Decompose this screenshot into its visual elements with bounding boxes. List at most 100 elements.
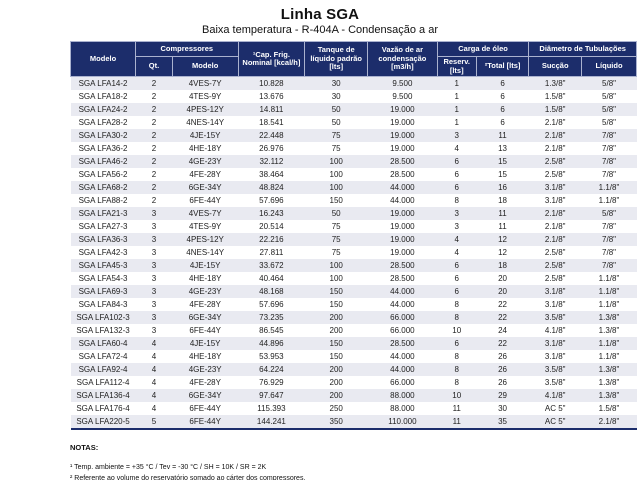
cell-liquido: 1.3/8" <box>598 364 620 374</box>
cell-liquido: 1.3/8" <box>598 390 620 400</box>
cell-succao: 3.1/8" <box>544 351 566 361</box>
cell-cap_frig: 57.696 <box>259 299 284 309</box>
cell-reserv: 10 <box>452 390 462 400</box>
cell-tanque: 350 <box>329 416 343 426</box>
table-row: SGA LFA102-3 3 6GE-34Y 73.235 200 66.000 8 22 3.… <box>70 311 637 325</box>
cell-compressor_modelo: 4HE-18Y <box>188 351 222 361</box>
note-reservoir-volume: ² Referente ao volume do reservatório so… <box>70 475 306 480</box>
cell-qt: 4 <box>151 351 157 361</box>
header-diametro: Diâmetro de Tubulações <box>528 41 637 57</box>
cell-reserv: 1 <box>454 78 459 88</box>
cell-qt: 3 <box>151 299 157 309</box>
cell-tanque: 200 <box>329 390 343 400</box>
table-row: SGA LFA45-3 3 4JE-15Y 33.672 100 28.500 6 18 2.5… <box>70 259 637 273</box>
table-row: SGA LFA56-2 2 4FE-28Y 38.464 100 28.500 6 15 2.5… <box>70 168 637 182</box>
cell-liquido: 5/8" <box>602 91 616 101</box>
cell-modelo: SGA LFA54-3 <box>78 273 128 283</box>
cell-reserv: 6 <box>454 182 459 192</box>
cell-compressor_modelo: 4PES-12Y <box>186 234 224 244</box>
header-compressores: Compressores <box>135 41 239 57</box>
cell-qt: 3 <box>151 312 157 322</box>
cell-qt: 4 <box>151 377 157 387</box>
cell-total: 16 <box>498 182 508 192</box>
cell-modelo: SGA LFA21-3 <box>78 208 128 218</box>
cell-liquido: 1.1/8" <box>598 299 620 309</box>
cell-liquido: 7/8" <box>602 169 616 179</box>
table-row: SGA LFA112-4 4 4FE-28Y 76.929 200 66.000 8 26 3.… <box>70 376 637 390</box>
cell-compressor_modelo: 6GE-34Y <box>188 390 222 400</box>
cell-succao: 3.5/8" <box>544 364 566 374</box>
cell-tanque: 200 <box>329 325 343 335</box>
cell-liquido: 7/8" <box>602 247 616 257</box>
cell-total: 6 <box>500 78 505 88</box>
cell-cap_frig: 44.896 <box>259 338 284 348</box>
cell-liquido: 7/8" <box>602 221 616 231</box>
cell-succao: 2.5/8" <box>544 169 566 179</box>
cell-total: 11 <box>498 208 507 218</box>
cell-tanque: 200 <box>329 312 343 322</box>
cell-compressor_modelo: 4VES-7Y <box>188 208 222 218</box>
cell-modelo: SGA LFA24-2 <box>78 104 128 114</box>
cell-succao: 3.5/8" <box>544 312 566 322</box>
cell-succao: 2.1/8" <box>544 117 566 127</box>
cell-qt: 2 <box>151 182 157 192</box>
table-header-sub-row: Qt. Modelo Reserv. [lts] ²Total [lts] Su… <box>71 55 637 78</box>
header-modelo: Modelo <box>69 40 137 78</box>
cell-total: 15 <box>498 169 508 179</box>
page-subtitle: Baixa temperatura - R-404A - Condensação… <box>201 24 439 36</box>
cell-cap_frig: 76.929 <box>259 377 284 387</box>
cell-succao: 3.1/8" <box>544 338 566 348</box>
cell-succao: 2.1/8" <box>544 130 566 140</box>
cell-compressor_modelo: 6FE-44Y <box>189 195 221 205</box>
cell-tanque: 200 <box>329 377 343 387</box>
cell-qt: 2 <box>151 91 157 101</box>
cell-reserv: 11 <box>452 416 461 426</box>
cell-total: 11 <box>498 130 507 140</box>
spec-table: Modelo Compressores ¹Cap. Frig. Nominal … <box>69 40 637 431</box>
cell-liquido: 1.1/8" <box>598 351 620 361</box>
cell-qt: 4 <box>151 403 157 413</box>
table-row: SGA LFA72-4 4 4HE-18Y 53.953 150 44.000 8 26 3.1… <box>70 350 637 364</box>
cell-reserv: 6 <box>454 260 459 270</box>
cell-cap_frig: 33.672 <box>259 260 284 270</box>
cell-compressor_modelo: 6GE-34Y <box>188 182 222 192</box>
cell-total: 35 <box>498 416 508 426</box>
cell-liquido: 5/8" <box>602 104 616 114</box>
cell-total: 26 <box>498 377 508 387</box>
cell-reserv: 6 <box>454 169 459 179</box>
cell-cap_frig: 57.696 <box>259 195 284 205</box>
header-reserv: Reserv. [lts] <box>436 55 477 78</box>
cell-modelo: SGA LFA42-3 <box>78 247 128 257</box>
table-row: SGA LFA84-3 3 4FE-28Y 57.696 150 44.000 8 22 3.1… <box>70 298 637 312</box>
cell-vazao: 19.000 <box>390 117 415 127</box>
cell-tanque: 100 <box>329 156 343 166</box>
cell-tanque: 150 <box>329 338 343 348</box>
cell-cap_frig: 10.828 <box>259 78 284 88</box>
cell-cap_frig: 73.235 <box>259 312 284 322</box>
cell-liquido: 1.3/8" <box>598 377 620 387</box>
cell-vazao: 28.500 <box>390 273 415 283</box>
cell-modelo: SGA LFA68-2 <box>78 182 128 192</box>
cell-vazao: 19.000 <box>390 221 415 231</box>
cell-modelo: SGA LFA36-3 <box>78 234 128 244</box>
table-row: SGA LFA69-3 3 4GE-23Y 48.168 150 44.000 6 20 3.1… <box>70 285 637 299</box>
notes-section: NOTAS: ¹ Temp. ambiente = +35 °C / Tev =… <box>70 443 640 480</box>
cell-vazao: 9.500 <box>392 78 413 88</box>
cell-tanque: 50 <box>331 117 341 127</box>
cell-cap_frig: 20.514 <box>259 221 284 231</box>
cell-modelo: SGA LFA45-3 <box>78 260 128 270</box>
cell-total: 6 <box>500 91 505 101</box>
cell-tanque: 150 <box>329 195 343 205</box>
cell-compressor_modelo: 6FE-44Y <box>189 416 221 426</box>
cell-vazao: 44.000 <box>390 299 415 309</box>
cell-vazao: 19.000 <box>390 104 415 114</box>
cell-tanque: 30 <box>331 78 341 88</box>
cell-qt: 4 <box>151 390 157 400</box>
cell-vazao: 9.500 <box>392 91 413 101</box>
cell-vazao: 44.000 <box>390 182 415 192</box>
table-row: SGA LFA24-2 2 4PES-12Y 14.811 50 19.000 1 6 1.5/… <box>70 103 637 117</box>
cell-succao: AC 5" <box>544 403 566 413</box>
cell-succao: AC 5" <box>544 416 566 426</box>
cell-liquido: 1.3/8" <box>598 325 620 335</box>
